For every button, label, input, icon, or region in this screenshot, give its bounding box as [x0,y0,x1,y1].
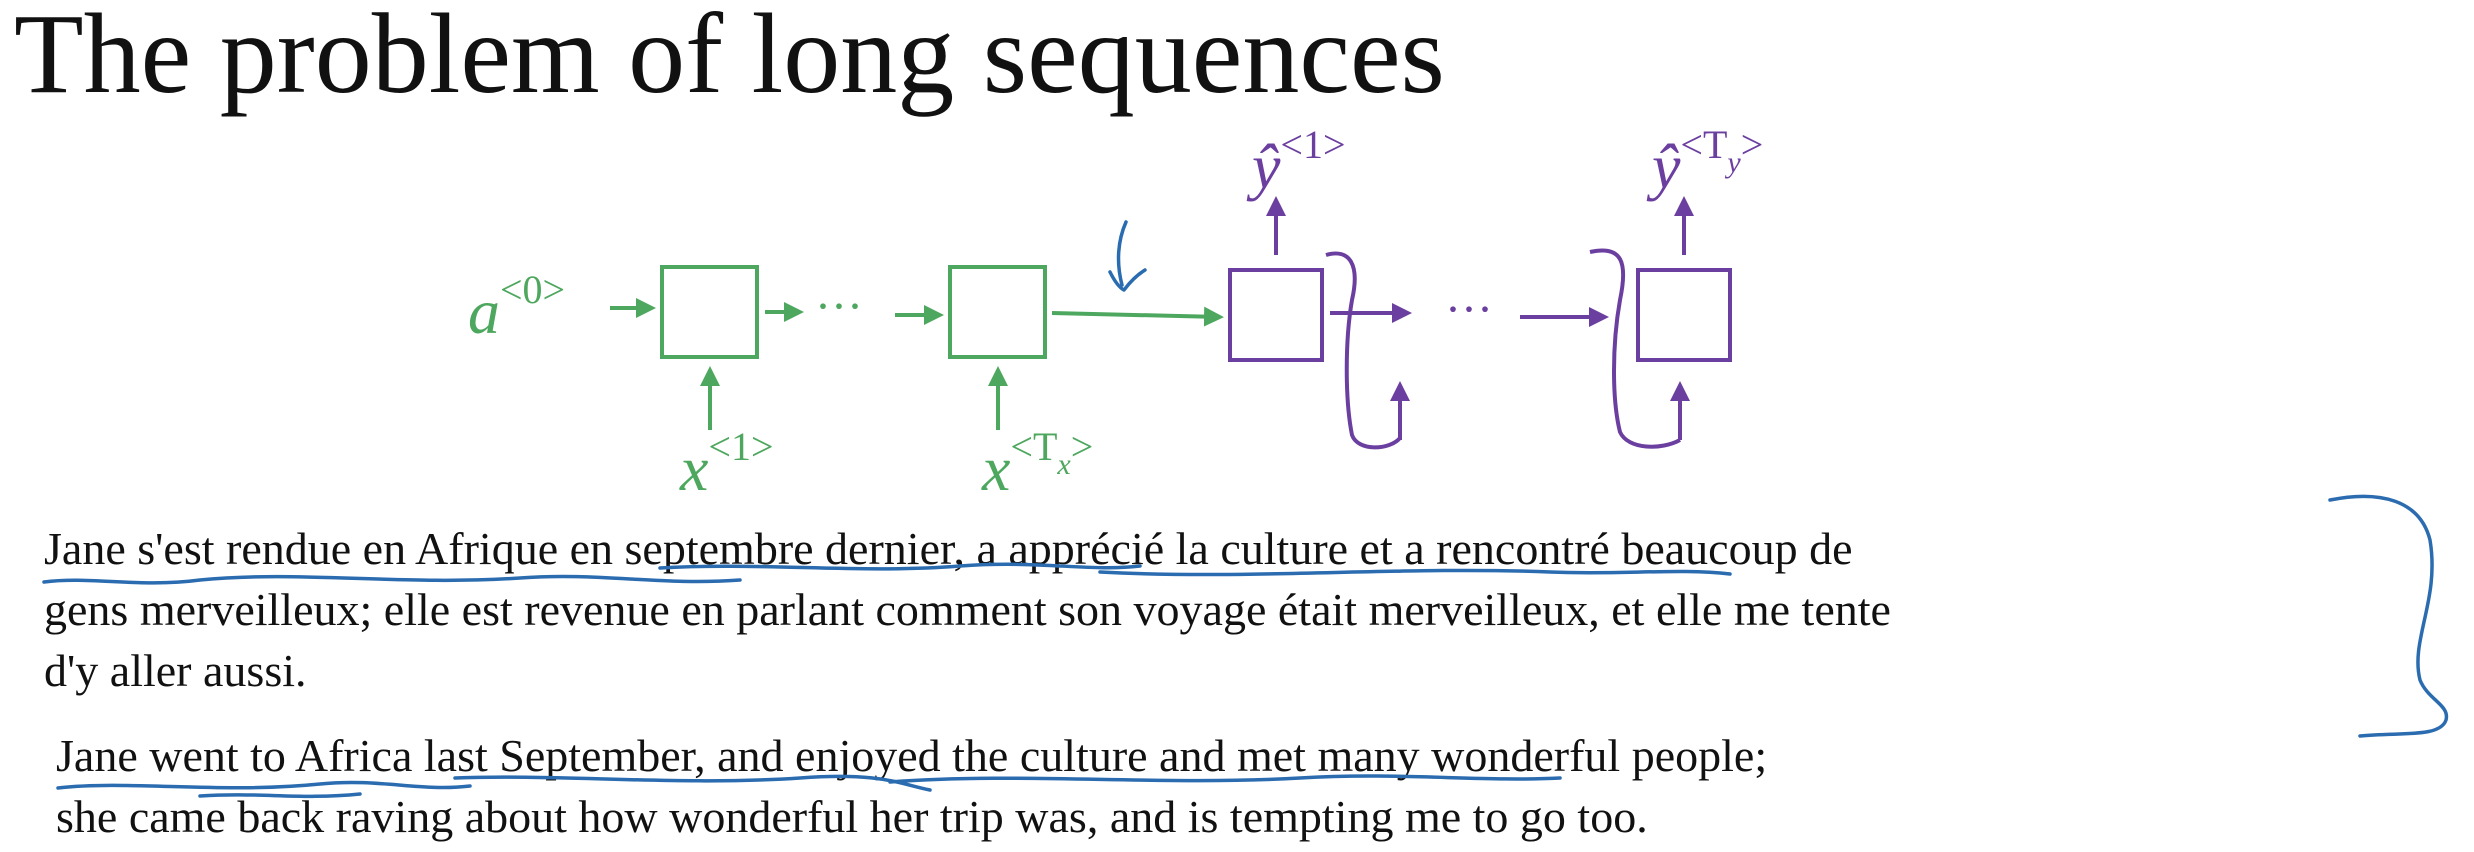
ink-down-arrow [1108,220,1147,292]
encoder-cell-1 [660,265,759,359]
feedback-loop-2 [1589,248,1681,449]
english-line-2: she came back raving about how wonderful… [56,791,1648,842]
ink-underline-en-4 [198,792,362,799]
french-line-3: d'y aller aussi. [44,645,307,696]
english-paragraph: Jane went to Africa last September, and … [56,725,1767,847]
ink-underline-en-1 [56,780,472,790]
decoder-ellipsis: ··· [1445,283,1493,336]
ink-underline-en-3 [888,774,1562,784]
ink-brace [2328,494,2449,738]
feedback-loop-1 [1325,251,1402,450]
label-xtx: x<Tx> [981,424,1093,504]
encoder-cell-tx [948,265,1047,359]
label-x1: x<1> [679,424,774,504]
decoder-cell-1 [1228,268,1324,362]
encoder [610,265,1224,430]
ink-underline-fr-1 [42,574,742,585]
french-line-2: gens merveilleux; elle est revenue en pa… [44,584,1891,635]
label-a0: a<0> [468,267,565,347]
ink-underline-fr-2 [658,562,1142,571]
ink-underline-fr-3 [1098,568,1732,577]
encoder-ellipsis: ··· [815,280,863,333]
decoder [1228,196,1732,450]
label-yhat1: ŷ<1> [1246,122,1346,202]
label-yhatty: ŷ<Ty> [1646,122,1763,202]
ink-underline-en-2 [453,774,932,792]
slide-title: The problem of long sequences [14,0,1445,117]
decoder-cell-ty [1636,268,1732,362]
encoder-to-decoder-arrow [1051,306,1224,327]
english-line-1: Jane went to Africa last September, and … [56,730,1768,781]
